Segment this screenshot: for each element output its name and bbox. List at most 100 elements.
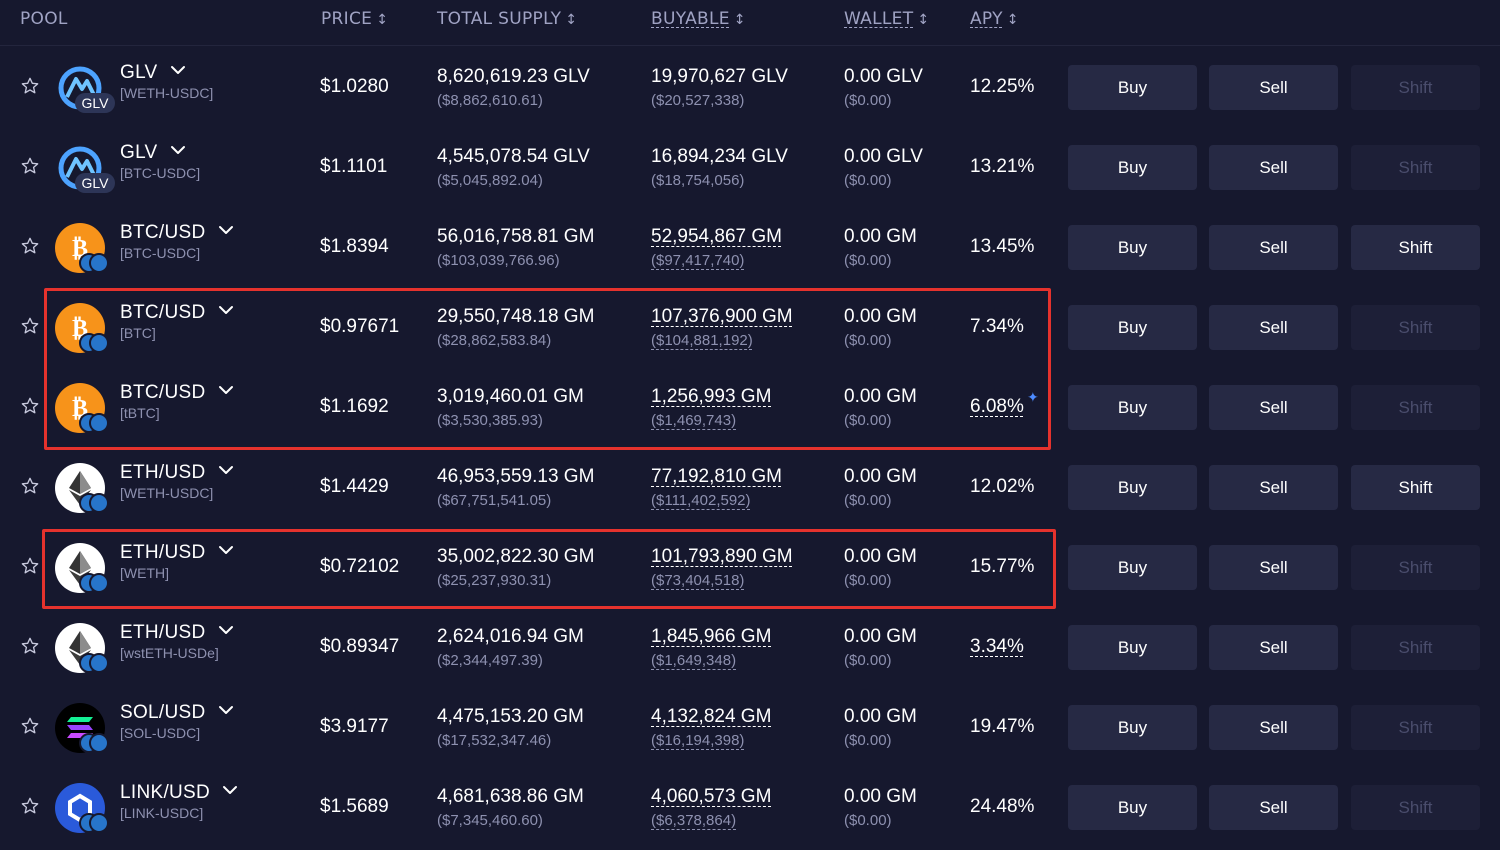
sell-button[interactable]: Sell — [1209, 225, 1338, 270]
chevron-down-icon[interactable] — [218, 699, 234, 721]
pool-name[interactable]: ETH/USD — [120, 459, 234, 484]
favorite-star-icon[interactable] — [20, 76, 40, 96]
pool-name[interactable]: SOL/USD — [120, 699, 234, 724]
buyable-usd: ($1,469,743) — [651, 412, 737, 429]
header-buyable[interactable]: BUYABLE ↕ — [651, 9, 746, 29]
header-price[interactable]: PRICE ↕ — [321, 9, 389, 29]
wallet-value: 0.00 GLV — [844, 146, 923, 167]
pool-name[interactable]: GLV — [120, 59, 186, 84]
pool-name[interactable]: ETH/USD — [120, 619, 234, 644]
apy-value[interactable]: 6.08% — [970, 396, 1024, 417]
favorite-star-icon[interactable] — [20, 156, 40, 176]
buyable-value[interactable]: 4,132,824 GM — [651, 706, 772, 727]
pool-name[interactable]: GLV — [120, 139, 186, 164]
sell-button[interactable]: Sell — [1209, 625, 1338, 670]
chevron-down-icon[interactable] — [222, 779, 238, 801]
header-wallet[interactable]: WALLET ↕ — [844, 9, 930, 29]
shift-button[interactable]: Shift — [1351, 385, 1480, 430]
chevron-down-icon[interactable] — [170, 139, 186, 161]
buyable-value[interactable]: 1,845,966 GM — [651, 626, 772, 647]
pool-name[interactable]: BTC/USD — [120, 219, 234, 244]
glv-badge: GLV — [75, 93, 115, 113]
buy-button[interactable]: Buy — [1068, 465, 1197, 510]
buyable-value[interactable]: 107,376,900 GM — [651, 306, 793, 327]
chevron-down-icon[interactable] — [218, 219, 234, 241]
header-total-supply[interactable]: TOTAL SUPPLY ↕ — [437, 9, 578, 29]
shift-button[interactable]: Shift — [1351, 705, 1480, 750]
chevron-down-icon[interactable] — [218, 379, 234, 401]
price-value: $1.1692 — [320, 396, 389, 417]
shift-button[interactable]: Shift — [1351, 305, 1480, 350]
chevron-down-icon[interactable] — [218, 619, 234, 641]
buyable-value[interactable]: 4,060,573 GM — [651, 786, 772, 807]
buy-button[interactable]: Buy — [1068, 625, 1197, 670]
favorite-star-icon[interactable] — [20, 396, 40, 416]
buy-button[interactable]: Buy — [1068, 785, 1197, 830]
header-apy[interactable]: APY ↕ — [970, 9, 1019, 29]
pool-logo — [55, 783, 109, 833]
sell-button[interactable]: Sell — [1209, 545, 1338, 590]
apy-value: 19.47% — [970, 716, 1035, 737]
usdc-badge-icon — [89, 813, 109, 833]
chevron-down-icon[interactable] — [170, 59, 186, 81]
pool-name[interactable]: BTC/USD — [120, 379, 234, 404]
wallet-usd: ($0.00) — [844, 572, 892, 589]
shift-button[interactable]: Shift — [1351, 625, 1480, 670]
sell-button[interactable]: Sell — [1209, 385, 1338, 430]
sell-button[interactable]: Sell — [1209, 305, 1338, 350]
buy-button[interactable]: Buy — [1068, 705, 1197, 750]
sell-button[interactable]: Sell — [1209, 65, 1338, 110]
favorite-star-icon[interactable] — [20, 316, 40, 336]
pool-logo: ₿ — [55, 383, 109, 433]
favorite-star-icon[interactable] — [20, 636, 40, 656]
buy-button[interactable]: Buy — [1068, 305, 1197, 350]
total-supply-usd: ($67,751,541.05) — [437, 492, 552, 509]
buy-button[interactable]: Buy — [1068, 225, 1197, 270]
shift-button[interactable]: Shift — [1351, 145, 1480, 190]
total-supply-value: 2,624,016.94 GM — [437, 626, 584, 647]
chevron-down-icon[interactable] — [218, 539, 234, 561]
apy-value: 12.02% — [970, 476, 1035, 497]
shift-button[interactable]: Shift — [1351, 545, 1480, 590]
sell-button[interactable]: Sell — [1209, 705, 1338, 750]
favorite-star-icon[interactable] — [20, 796, 40, 816]
buy-button[interactable]: Buy — [1068, 145, 1197, 190]
favorite-star-icon[interactable] — [20, 236, 40, 256]
wallet-value: 0.00 GM — [844, 306, 917, 327]
sell-button[interactable]: Sell — [1209, 145, 1338, 190]
pool-name[interactable]: ETH/USD — [120, 539, 234, 564]
buy-button[interactable]: Buy — [1068, 65, 1197, 110]
wallet-value: 0.00 GM — [844, 706, 917, 727]
sort-icon: ↕ — [376, 12, 389, 28]
shift-button[interactable]: Shift — [1351, 65, 1480, 110]
wallet-value: 0.00 GM — [844, 546, 917, 567]
chevron-down-icon[interactable] — [218, 299, 234, 321]
buyable-value[interactable]: 101,793,890 GM — [651, 546, 793, 567]
sell-button[interactable]: Sell — [1209, 785, 1338, 830]
favorite-star-icon[interactable] — [20, 716, 40, 736]
apy-value[interactable]: 3.34% — [970, 636, 1024, 657]
buy-button[interactable]: Buy — [1068, 545, 1197, 590]
chevron-down-icon[interactable] — [218, 459, 234, 481]
sell-button[interactable]: Sell — [1209, 465, 1338, 510]
shift-button[interactable]: Shift — [1351, 465, 1480, 510]
total-supply-usd: ($7,345,460.60) — [437, 812, 543, 829]
total-supply-value: 8,620,619.23 GLV — [437, 66, 590, 87]
pool-name[interactable]: LINK/USD — [120, 779, 238, 804]
pool-name[interactable]: BTC/USD — [120, 299, 234, 324]
glv-badge: GLV — [75, 173, 115, 193]
pool-pair: [wstETH-USDe] — [120, 645, 219, 661]
wallet-usd: ($0.00) — [844, 252, 892, 269]
buy-button[interactable]: Buy — [1068, 385, 1197, 430]
apy-value: 24.48% — [970, 796, 1035, 817]
shift-button[interactable]: Shift — [1351, 225, 1480, 270]
buyable-value[interactable]: 1,256,993 GM — [651, 386, 772, 407]
buyable-usd: ($97,417,740) — [651, 252, 745, 269]
favorite-star-icon[interactable] — [20, 556, 40, 576]
buyable-value[interactable]: 77,192,810 GM — [651, 466, 782, 487]
buyable-value[interactable]: 52,954,867 GM — [651, 226, 782, 247]
price-value: $1.1101 — [320, 156, 388, 177]
shift-button[interactable]: Shift — [1351, 785, 1480, 830]
favorite-star-icon[interactable] — [20, 476, 40, 496]
pool-logo: ₿ — [55, 303, 109, 353]
